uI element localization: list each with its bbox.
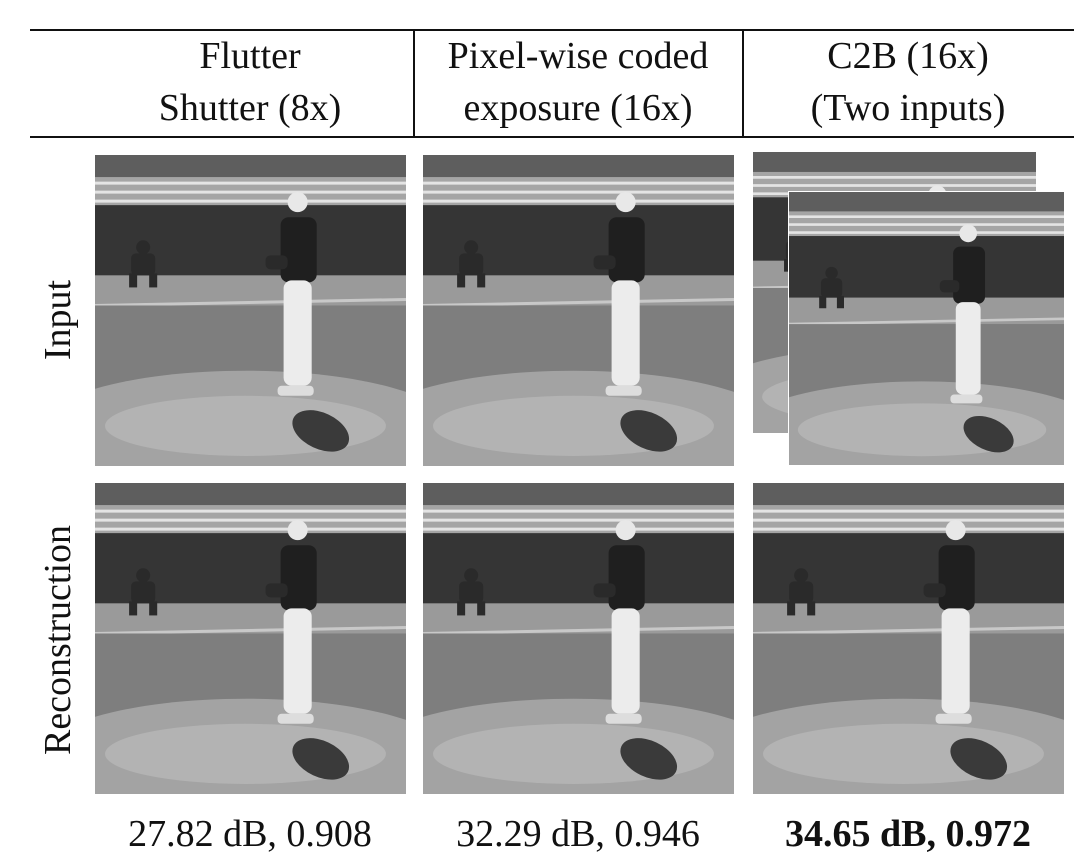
column-header: Flutter	[199, 35, 301, 77]
reconstruction-image	[423, 483, 734, 794]
column-header: C2B (16x)	[827, 35, 989, 77]
column-header: (Two inputs)	[811, 87, 1006, 129]
column-header: Pixel-wise coded	[448, 35, 709, 77]
metric: 27.82 dB, 0.908	[128, 813, 372, 855]
metric: 34.65 dB, 0.972	[785, 813, 1031, 855]
metric: 32.29 dB, 0.946	[456, 813, 700, 855]
input-image	[423, 155, 734, 466]
reconstruction-image	[753, 483, 1064, 794]
column-header: exposure (16x)	[464, 87, 693, 129]
row-label: Input	[37, 279, 79, 360]
reconstruction-image	[95, 483, 406, 794]
row-label: Reconstruction	[37, 525, 79, 755]
column-header: Shutter (8x)	[159, 87, 342, 129]
input-image	[95, 155, 406, 466]
